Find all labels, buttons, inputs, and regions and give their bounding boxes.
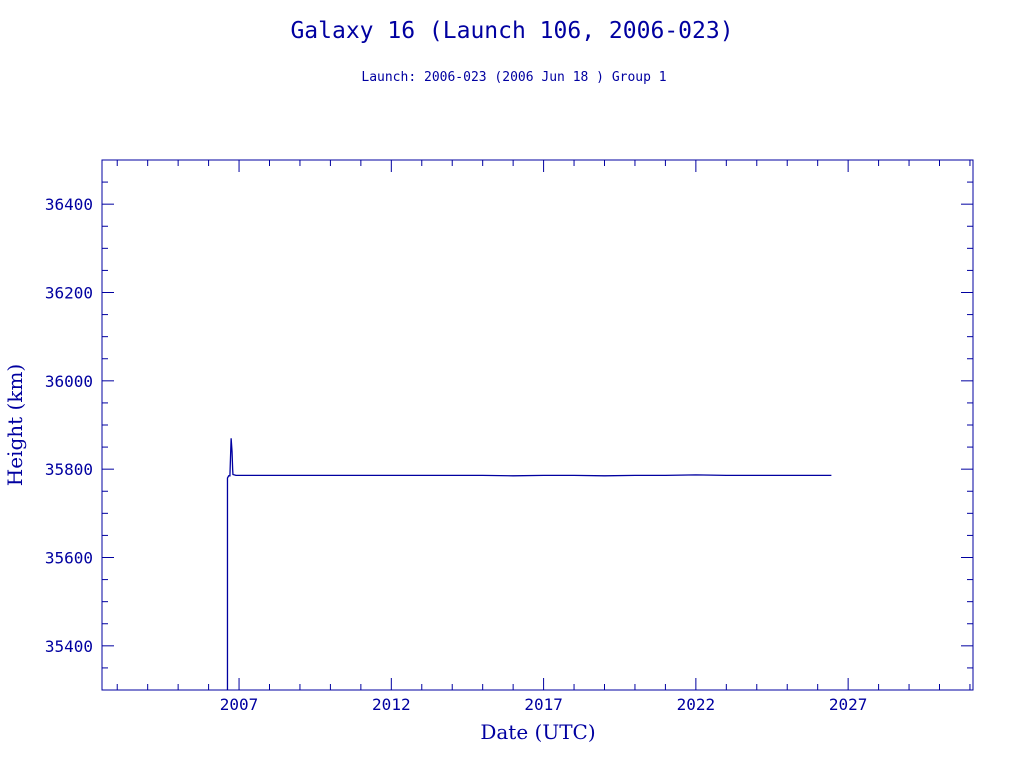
x-tick-label: 2017 bbox=[524, 695, 563, 714]
x-axis-label: Date (UTC) bbox=[480, 720, 595, 744]
y-tick-labels: 35400 35600 35800 36000 36200 36400 bbox=[45, 195, 93, 656]
y-tick-label: 36000 bbox=[45, 372, 93, 391]
series-line bbox=[226, 438, 832, 690]
y-axis-label: Height (km) bbox=[3, 364, 27, 486]
x-tick-label: 2007 bbox=[220, 695, 259, 714]
x-tick-label: 2022 bbox=[677, 695, 716, 714]
y-tick-label: 36400 bbox=[45, 195, 93, 214]
chart-title: Galaxy 16 (Launch 106, 2006-023) bbox=[290, 18, 733, 44]
plot-frame bbox=[101, 159, 974, 691]
x-tick-label: 2027 bbox=[829, 695, 868, 714]
x-tick-label: 2012 bbox=[372, 695, 411, 714]
y-tick-label: 35400 bbox=[45, 637, 93, 656]
axis-ticks bbox=[102, 159, 973, 691]
y-tick-label: 36200 bbox=[45, 284, 93, 303]
y-tick-label: 35800 bbox=[45, 460, 93, 479]
x-tick-labels: 2007 2012 2017 2022 2027 bbox=[220, 695, 868, 714]
y-tick-label: 35600 bbox=[45, 549, 93, 568]
chart-subtitle: Launch: 2006-023 (2006 Jun 18 ) Group 1 bbox=[361, 70, 666, 85]
